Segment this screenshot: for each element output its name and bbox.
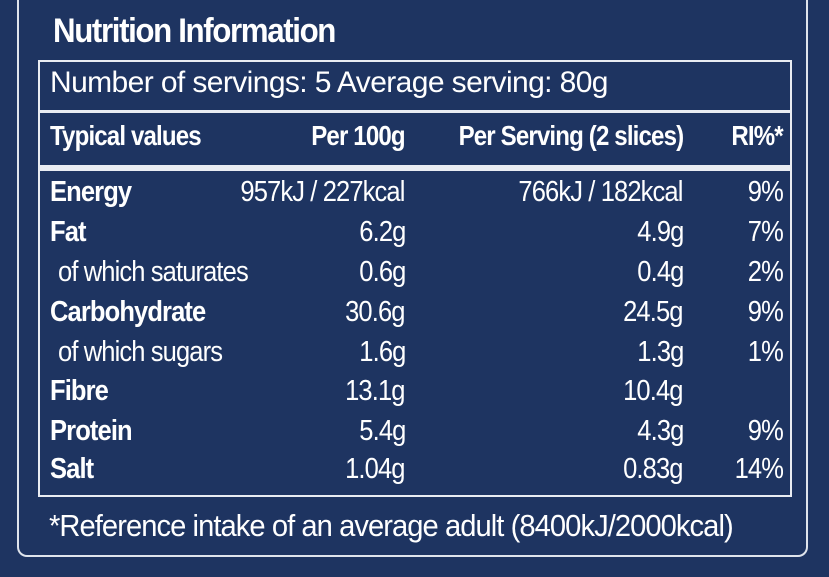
row-per-100g: 5.4g: [358, 415, 406, 447]
header-per-serving: Per Serving (2 slices): [458, 120, 684, 151]
row-per-100g: 0.6g: [358, 256, 406, 288]
footer-rule: [38, 495, 792, 497]
row-name: Salt: [50, 453, 94, 485]
row-ri: 9%: [747, 415, 784, 447]
servings-info: Number of servings: 5 Average serving: 8…: [50, 66, 609, 99]
row-ri: 9%: [747, 176, 784, 208]
row-per-100g: 1.6g: [358, 336, 406, 368]
table-row-energy: Energy 957kJ / 227kcal 766kJ / 182kcal 9…: [0, 176, 829, 216]
row-per-serving: 0.4g: [636, 256, 684, 288]
row-per-serving: 10.4g: [623, 375, 684, 407]
row-name: of which sugars: [58, 336, 223, 368]
row-per-serving: 4.9g: [636, 216, 684, 248]
header-ri: RI%*: [731, 120, 784, 151]
row-per-100g: 957kJ / 227kcal: [240, 176, 406, 208]
row-ri: 14%: [734, 453, 784, 485]
header-top-rule: [38, 110, 792, 113]
nutrition-panel: [17, 0, 808, 557]
row-ri: 2%: [747, 256, 784, 288]
table-row-saturates: of which saturates 0.6g 0.4g 2%: [0, 256, 829, 296]
table-row-sugars: of which sugars 1.6g 1.3g 1%: [0, 336, 829, 376]
row-per-serving: 0.83g: [623, 453, 684, 485]
row-per-100g: 30.6g: [345, 296, 406, 328]
reference-intake-footnote: *Reference intake of an average adult (8…: [49, 508, 734, 543]
table-row-salt: Salt 1.04g 0.83g 14%: [0, 453, 829, 493]
row-name: Fat: [50, 216, 87, 248]
row-ri: 9%: [747, 296, 784, 328]
row-per-serving: 4.3g: [636, 415, 684, 447]
table-row-fibre: Fibre 13.1g 10.4g: [0, 375, 829, 415]
row-name: Fibre: [50, 375, 109, 407]
right-rule: [790, 60, 792, 497]
table-row-carbohydrate: Carbohydrate 30.6g 24.5g 9%: [0, 296, 829, 336]
header-per-100g: Per 100g: [311, 120, 405, 151]
top-rule: [38, 60, 792, 62]
row-per-100g: 13.1g: [345, 375, 406, 407]
row-ri: 7%: [747, 216, 784, 248]
row-name: Protein: [50, 415, 133, 447]
header-typical-values: Typical values: [50, 120, 202, 151]
table-row-fat: Fat 6.2g 4.9g 7%: [0, 216, 829, 256]
row-per-serving: 1.3g: [636, 336, 684, 368]
header-bottom-rule: [38, 165, 792, 171]
row-name: Energy: [50, 176, 132, 208]
row-ri: 1%: [747, 336, 784, 368]
row-per-serving: 766kJ / 182kcal: [518, 176, 684, 208]
row-name: Carbohydrate: [50, 296, 206, 328]
row-per-100g: 6.2g: [358, 216, 406, 248]
left-rule: [38, 60, 40, 497]
panel-title: Nutrition Information: [53, 12, 336, 50]
row-per-100g: 1.04g: [345, 453, 406, 485]
row-name: of which saturates: [58, 256, 249, 288]
table-row-protein: Protein 5.4g 4.3g 9%: [0, 415, 829, 455]
row-per-serving: 24.5g: [623, 296, 684, 328]
